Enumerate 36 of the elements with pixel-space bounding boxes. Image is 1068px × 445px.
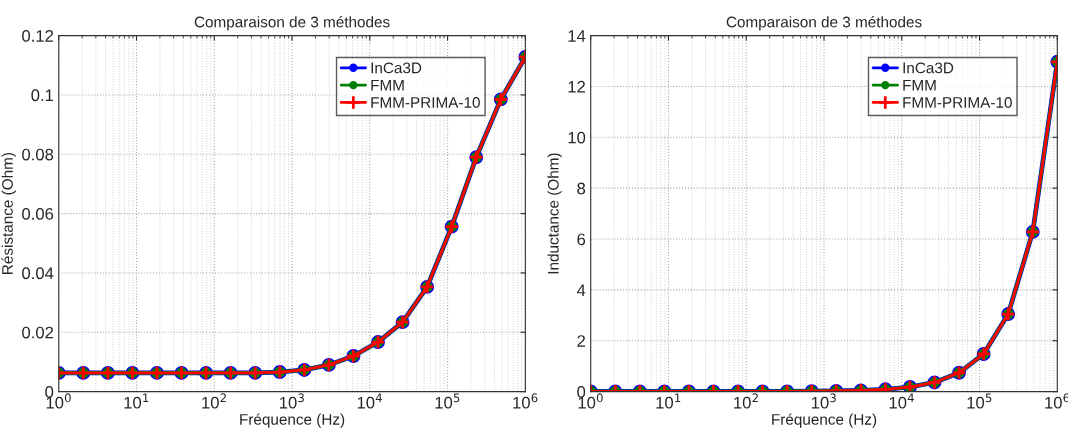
legend-label: FMM [371,79,404,91]
y-tick-label: 2 [577,335,585,347]
x-axis-title: Fréquence (Hz) [772,413,877,428]
x-tick-label: 10$^{4}$ [357,393,382,409]
x-tick-label: 10$^{5}$ [967,393,992,409]
y-tick-label: 0.06 [22,208,54,220]
y-tick-label: 6 [577,233,586,246]
x-tick-label: 10$^{1}$ [124,393,149,409]
legend-label: InCa3D [371,62,422,74]
x-tick-label: 10$^{5}$ [435,393,460,409]
y-tick-label: 0.04 [22,267,54,280]
y-tick-label: 8 [577,182,586,195]
x-tick-label: 10$^{6}$ [513,393,538,409]
x-tick-label: 10$^{2}$ [202,393,226,409]
x-axis-title: Fréquence (Hz) [240,413,345,428]
x-tick-label: 10$^{1}$ [656,393,681,409]
y-tick-label: 0.08 [22,148,54,161]
legend-label: FMM [903,79,936,91]
chart-title: Comparaison de 3 méthodes [726,16,922,31]
x-tick-label: 10$^{2}$ [734,393,758,409]
y-tick-label: 10 [568,131,586,144]
y-tick-label: 0.02 [22,326,54,339]
legend-label: InCa3D [903,62,954,74]
legend-label: FMM-PRIMA-10 [371,97,480,108]
y-tick-label: 4 [576,284,586,296]
x-tick-label: 10$^{3}$ [279,393,304,409]
y-axis-title: Résistance (Ohm) [1,152,16,274]
legend-label: FMM-PRIMA-10 [903,97,1012,108]
x-tick-label: 10$^{3}$ [811,393,836,409]
y-axis-title: Inductance (Ohm) [547,153,562,274]
y-tick-label: 0.12 [22,30,54,42]
y-tick-label: 12 [568,80,585,93]
chart-title: Comparaison de 3 méthodes [194,16,390,31]
x-tick-label: 10$^{4}$ [889,393,914,409]
y-tick-label: 14 [568,30,586,42]
y-tick-label: 0.1 [31,89,54,102]
